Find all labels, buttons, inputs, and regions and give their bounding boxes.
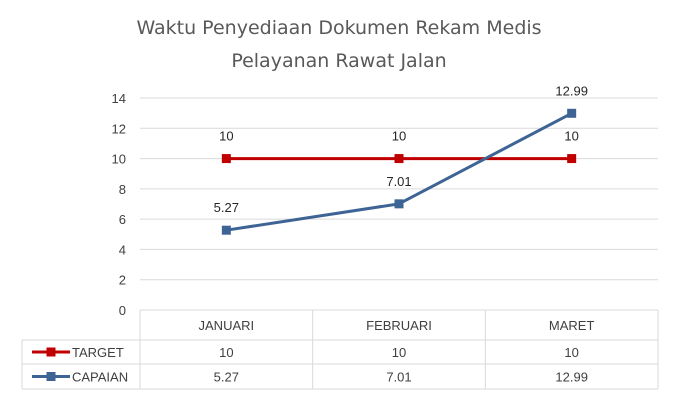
data-point-target [221,154,231,164]
y-tick-label: 14 [112,91,126,106]
data-point-target [394,154,404,164]
y-tick-label: 8 [119,182,126,197]
table-cell-target: 10 [392,345,406,360]
category-label: MARET [549,318,595,333]
table-cell-capaian: 12.99 [555,370,588,385]
data-point-target [567,154,577,164]
category-label: FEBRUARI [366,318,432,333]
y-tick-label: 10 [112,152,126,167]
y-tick-label: 0 [119,303,126,318]
y-tick-label: 2 [119,273,126,288]
category-label: JANUARI [199,318,255,333]
chart-title-line-1: Waktu Penyediaan Dokumen Rekam Medis [136,17,541,39]
data-label-capaian: 7.01 [386,174,411,189]
y-tick-label: 12 [112,121,126,136]
data-label-target: 10 [219,129,233,144]
chart-title-line-2: Pelayanan Rawat Jalan [231,50,446,72]
legend-label-target: TARGET [72,345,124,360]
y-tick-label: 6 [119,212,126,227]
data-point-capaian [221,225,231,235]
table-cell-target: 10 [564,345,578,360]
data-label-target: 10 [392,129,406,144]
table-cell-target: 10 [219,345,233,360]
legend-marker-capaian [46,372,56,381]
data-point-capaian [394,199,404,209]
data-point-capaian [567,108,577,118]
legend-marker-target [46,347,56,357]
data-label-capaian: 12.99 [555,83,588,98]
y-tick-label: 4 [119,242,126,257]
table-cell-capaian: 5.27 [214,370,239,385]
table-cell-capaian: 7.01 [386,370,411,385]
data-label-target: 10 [564,129,578,144]
legend-label-capaian: CAPAIAN [72,370,128,385]
data-label-capaian: 5.27 [214,200,239,215]
